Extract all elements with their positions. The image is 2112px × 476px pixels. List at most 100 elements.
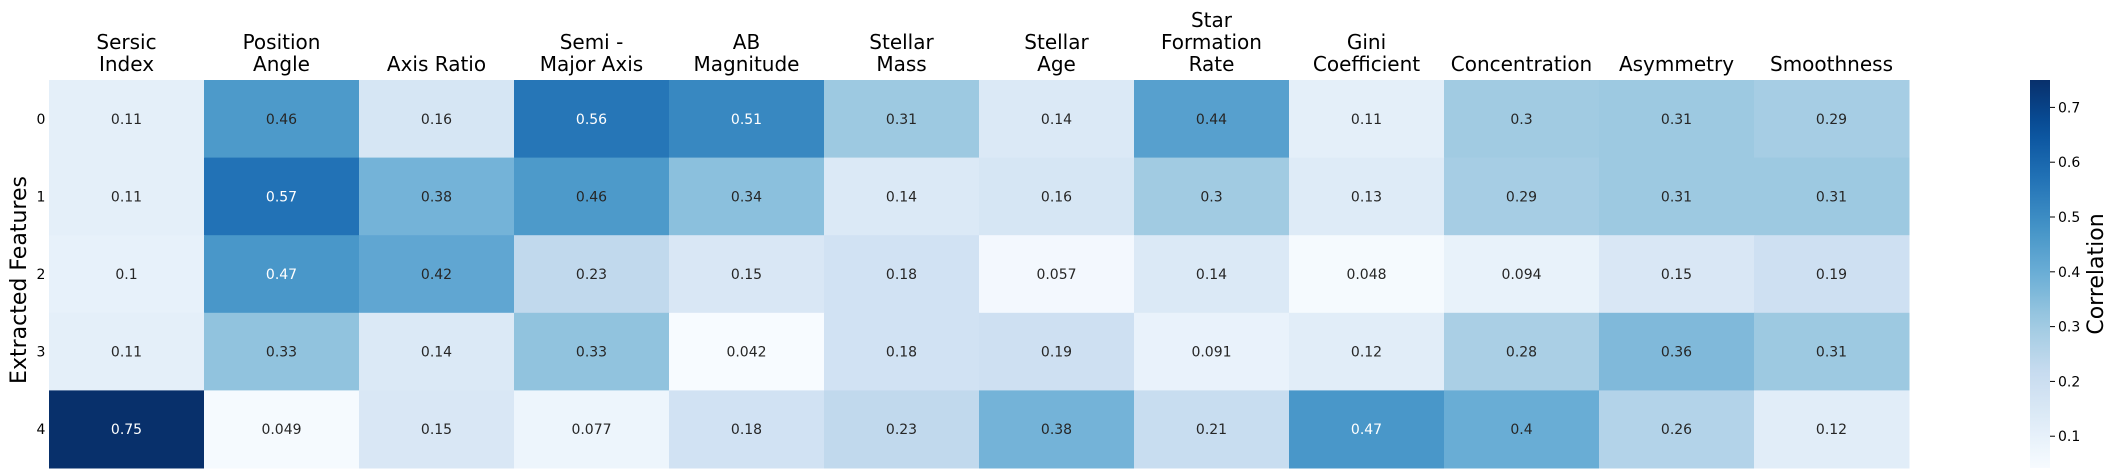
cell-value-label: 0.47 [1351,422,1382,438]
cell-value-label: 0.12 [1351,345,1382,361]
cell-value-label: 0.46 [266,112,297,128]
cell-value-label: 0.38 [421,189,452,205]
row-label: 2 [37,267,46,283]
heatmap-cell [1444,80,1600,159]
cell-value-label: 0.47 [266,267,297,283]
heatmap-cell [1754,157,1910,236]
cell-value-label: 0.51 [731,112,762,128]
column-label: AB [733,30,760,54]
colorbar-tick-label: 0.4 [2058,265,2080,281]
cell-value-label: 0.11 [111,345,142,361]
cell-value-label: 0.29 [1506,189,1537,205]
heatmap-cell [824,80,980,159]
cell-value-label: 0.31 [1661,112,1692,128]
heatmap-cell [204,312,360,391]
cell-value-label: 0.077 [571,422,611,438]
column-label: Formation [1161,30,1262,54]
cell-value-label: 0.13 [1351,189,1382,205]
colorbar-tick-label: 0.5 [2058,210,2080,226]
column-label: Coefficient [1313,52,1420,76]
row-label: 4 [37,422,46,438]
column-label: Stellar [1024,30,1089,54]
heatmap-cell [1754,312,1910,391]
heatmap-cell [824,235,980,314]
cell-value-label: 0.042 [726,345,766,361]
heatmap-cell [49,390,205,469]
column-label: Axis Ratio [387,52,486,76]
heatmap-cell [1599,390,1755,469]
cell-value-label: 0.31 [886,112,917,128]
cell-value-label: 0.46 [576,189,607,205]
heatmap-cell [1444,312,1600,391]
cell-value-label: 0.18 [886,267,917,283]
heatmap-cell [204,390,360,469]
column-label: Major Axis [540,52,643,76]
heatmap-cell [1599,157,1755,236]
heatmap-cell [1134,312,1290,391]
y-axis-label: Extracted Features [7,176,32,384]
heatmap-cell [824,312,980,391]
colorbar-tick-label: 0.7 [2058,100,2080,116]
heatmap-cell [1134,80,1290,159]
row-label: 0 [37,112,46,128]
heatmap-cell [514,312,670,391]
heatmap-cell [824,390,980,469]
column-label: Asymmetry [1619,52,1734,76]
cell-value-label: 0.38 [1041,422,1072,438]
cell-value-label: 0.14 [1041,112,1072,128]
cell-value-label: 0.3 [1200,189,1222,205]
cell-value-label: 0.18 [731,422,762,438]
heatmap-cell [669,235,825,314]
cell-value-label: 0.11 [1351,112,1382,128]
column-label: Gini [1347,30,1386,54]
colorbar-tick-label: 0.2 [2058,374,2080,390]
cell-value-label: 0.28 [1506,345,1537,361]
cell-value-label: 0.14 [421,345,452,361]
cell-value-label: 0.16 [1041,189,1072,205]
heatmap-cell [49,80,205,159]
heatmap-cell [1289,390,1445,469]
heatmap-cell [359,390,515,469]
heatmap-cell [359,80,515,159]
heatmap-cell [514,390,670,469]
cell-value-label: 0.75 [111,422,142,438]
heatmap-cell [49,157,205,236]
heatmap-cell [1444,235,1600,314]
row-label: 1 [37,189,46,205]
cell-value-label: 0.19 [1816,267,1847,283]
column-label: Rate [1189,52,1235,76]
cell-value-label: 0.049 [261,422,301,438]
heatmap-cell [669,312,825,391]
cell-value-label: 0.14 [886,189,917,205]
cell-value-label: 0.42 [421,267,452,283]
cell-value-label: 0.23 [576,267,607,283]
heatmap-cell [669,157,825,236]
cell-value-label: 0.21 [1196,422,1227,438]
heatmap-cell [979,312,1135,391]
heatmap-cell [979,80,1135,159]
column-label: Semi - [560,30,624,54]
cell-value-label: 0.094 [1501,267,1541,283]
colorbar-tick-label: 0.6 [2058,155,2080,171]
cell-value-label: 0.3 [1510,112,1532,128]
heatmap-cell [1289,157,1445,236]
heatmap-cell [979,235,1135,314]
heatmap-cell [1599,235,1755,314]
colorbar: 0.1 0.2 0.3 0.4 0.5 0.6 0.7 Correlation [2030,80,2109,468]
cell-value-label: 0.4 [1510,422,1532,438]
column-label: Concentration [1451,52,1592,76]
heatmap-cell [49,312,205,391]
heatmap-cell [1754,80,1910,159]
cell-value-label: 0.57 [266,189,297,205]
heatmap-cell [204,80,360,159]
heatmap-cell [204,235,360,314]
cell-value-label: 0.31 [1661,189,1692,205]
cell-value-label: 0.36 [1661,345,1692,361]
heatmap-cell [1134,390,1290,469]
heatmap-cell [669,390,825,469]
heatmap-cell [1289,235,1445,314]
cell-value-label: 0.057 [1036,267,1076,283]
heatmap-cell [359,312,515,391]
column-label: Position [243,30,321,54]
cell-value-label: 0.33 [266,345,297,361]
